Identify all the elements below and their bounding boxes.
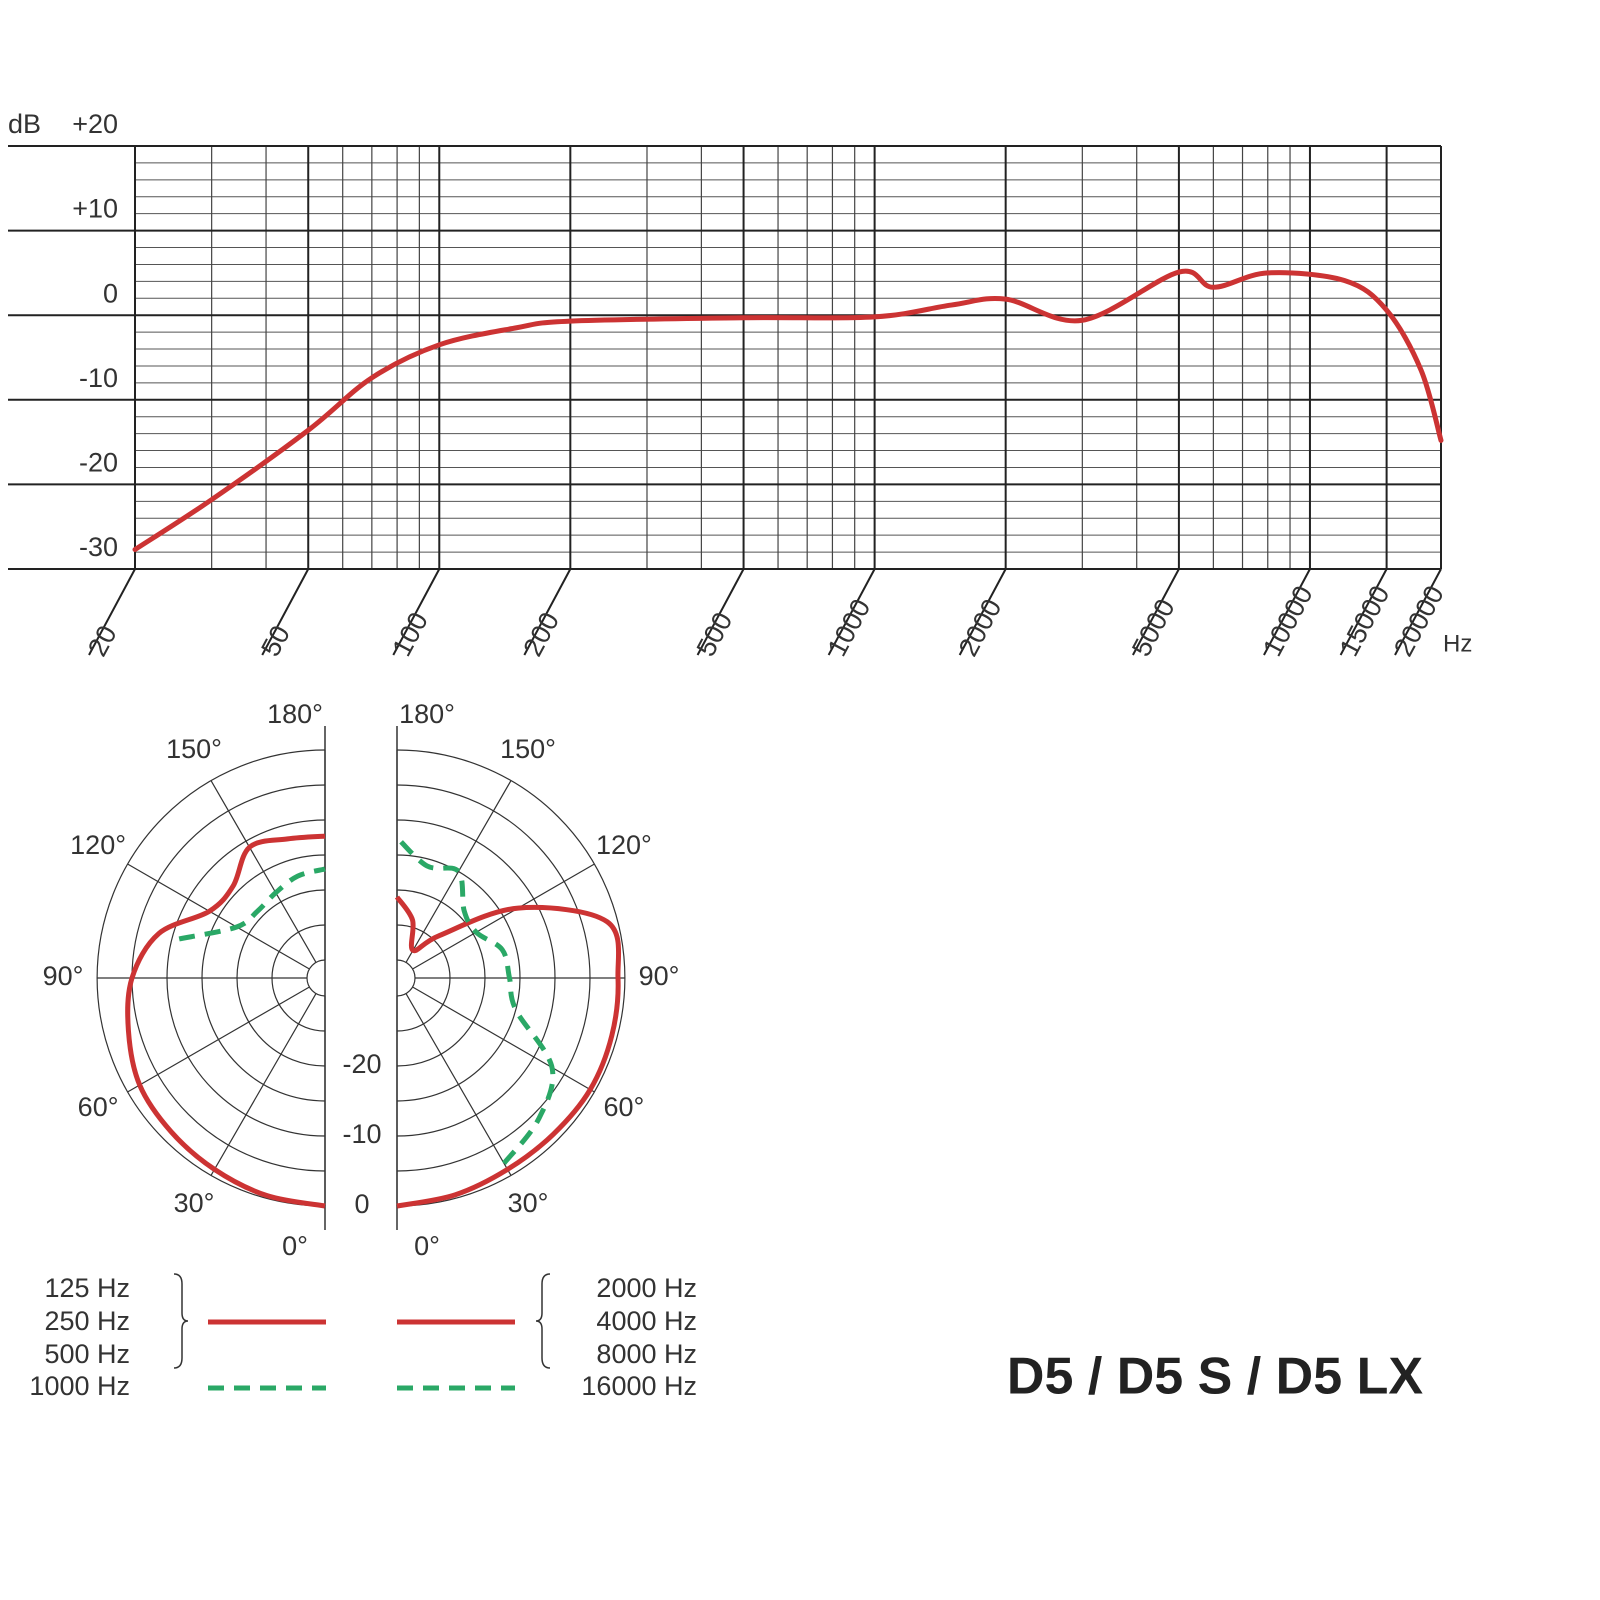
y-axis-label: dB [8, 109, 41, 139]
polar-curve [178, 866, 326, 942]
y-tick-label: -20 [79, 448, 118, 478]
x-axis-label: Hz [1443, 630, 1472, 657]
y-tick-label: +10 [72, 194, 118, 224]
x-tick [1263, 568, 1311, 656]
polar-curve [394, 895, 622, 1209]
x-tick-label: 1000 [822, 594, 877, 661]
angle-label: 30° [174, 1188, 215, 1218]
grid-spoke [405, 993, 512, 1176]
r-tick-label: 0 [354, 1189, 369, 1219]
angle-label: 120° [70, 830, 126, 860]
polar-curve [125, 833, 326, 1209]
x-tick-label: 20000 [1388, 581, 1450, 661]
r-tick-label: -10 [342, 1119, 381, 1149]
legend-label: 250 Hz [44, 1306, 130, 1336]
x-tick-label: 2000 [953, 594, 1008, 661]
angle-label: 0° [414, 1231, 440, 1261]
grid-spoke [412, 986, 595, 1093]
r-tick-label: -20 [342, 1049, 381, 1079]
grid-spoke [210, 993, 317, 1176]
angle-label: 60° [78, 1092, 119, 1122]
angle-label: 90° [43, 961, 84, 991]
angle-label: 30° [508, 1188, 549, 1218]
x-tick-label: 15000 [1334, 581, 1396, 661]
angle-label: 180° [399, 699, 455, 729]
x-tick-label: 10000 [1257, 581, 1319, 661]
x-tick-label: 5000 [1126, 594, 1181, 661]
angle-label: 0° [282, 1231, 308, 1261]
angle-label: 120° [596, 830, 652, 860]
x-tick [392, 568, 441, 656]
y-tick-label: -30 [79, 532, 118, 562]
angle-label: 150° [500, 734, 556, 764]
polar-curve [395, 835, 556, 1165]
x-tick [958, 568, 1007, 656]
x-tick [88, 568, 136, 656]
y-tick-label: +20 [72, 109, 118, 139]
angle-label: 180° [267, 699, 323, 729]
chart-title: D5 / D5 S / D5 LX [1007, 1348, 1423, 1406]
x-tick [827, 568, 876, 656]
legend-label: 4000 Hz [596, 1306, 697, 1336]
grid-spoke [127, 863, 310, 970]
x-tick [1132, 568, 1180, 656]
legend-label: 8000 Hz [596, 1339, 697, 1369]
x-tick-label: 50 [255, 621, 296, 662]
x-tick [1339, 568, 1388, 656]
response-curve [132, 268, 1444, 553]
grid-spoke [412, 863, 595, 970]
grid-spoke [405, 780, 512, 963]
grid-spoke [210, 780, 317, 963]
x-tick [1394, 568, 1442, 656]
x-tick-label: 20 [82, 621, 123, 662]
legend-label: 125 Hz [44, 1273, 130, 1303]
legend-label: 2000 Hz [596, 1273, 697, 1303]
angle-label: 150° [166, 734, 222, 764]
legend-brace [173, 1273, 189, 1369]
y-tick-label: 0 [103, 278, 118, 308]
grid-ring [306, 959, 326, 997]
legend-label: 16000 Hz [581, 1371, 697, 1401]
x-tick [261, 568, 310, 656]
x-tick [696, 568, 745, 656]
grid-ring [396, 959, 416, 997]
legend-brace [535, 1273, 551, 1369]
angle-label: 60° [603, 1092, 644, 1122]
grid-spoke [127, 986, 310, 1093]
legend-label: 500 Hz [44, 1339, 130, 1369]
x-tick [523, 568, 572, 656]
legend-label: 1000 Hz [29, 1371, 130, 1401]
y-tick-label: -10 [79, 363, 118, 393]
angle-label: 90° [639, 961, 680, 991]
